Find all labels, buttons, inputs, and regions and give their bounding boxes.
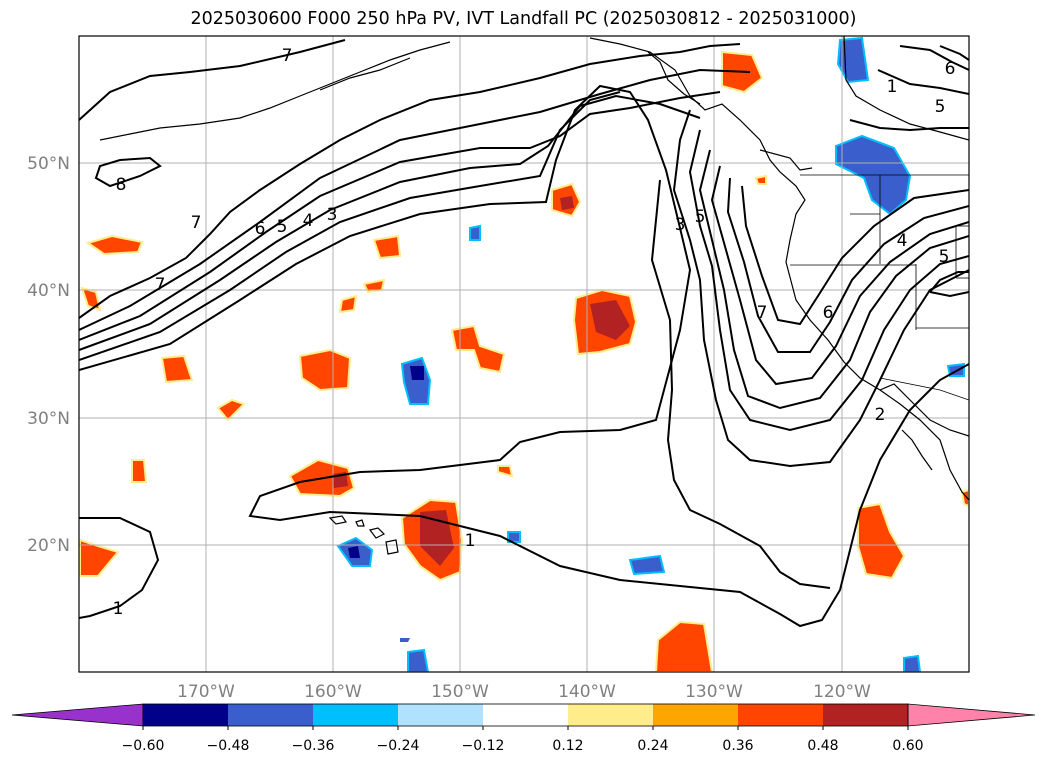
- colorbar-tick-label: −0.24: [377, 738, 420, 754]
- contour-label: 2: [875, 405, 886, 425]
- lat-tick-labels: 50°N 40°N 30°N 20°N: [27, 154, 70, 556]
- lat-tick-label: 20°N: [27, 536, 70, 556]
- colorbar-tick-label: 0.24: [637, 738, 668, 754]
- colorbar-tick-label: 0.48: [807, 738, 838, 754]
- contour-label: 6: [823, 303, 834, 323]
- contour-label: 6: [945, 59, 956, 79]
- colorbar-segment: [823, 704, 909, 726]
- plot-area: [79, 36, 969, 672]
- colorbar-segment: [653, 704, 739, 726]
- pv-shading-positive: [79, 50, 969, 672]
- colorbar-tick-label: −0.60: [122, 738, 165, 754]
- coastlines: [99, 36, 969, 555]
- lon-tick-label: 170°W: [177, 682, 235, 702]
- contour-label: 5: [935, 97, 946, 117]
- colorbar-tick-label: −0.12: [462, 738, 505, 754]
- contour-label: 4: [897, 231, 908, 251]
- colorbar-segment: [568, 704, 654, 726]
- plot-frame: [78, 35, 970, 673]
- colorbar-outline: [142, 703, 909, 727]
- contour-label: 5: [695, 207, 706, 227]
- map-title: 2025030600 F000 250 hPa PV, IVT Landfall…: [190, 9, 857, 29]
- contour-label: 7: [757, 303, 768, 323]
- contour-label: 8: [116, 175, 127, 195]
- colorbar-tick-label: −0.48: [207, 738, 250, 754]
- pv-contours: [79, 39, 969, 628]
- contour-label: 7: [191, 213, 202, 233]
- colorbar-tick-label: 0.36: [722, 738, 753, 754]
- contour-label: 7: [282, 46, 293, 66]
- contour-label: 5: [939, 247, 950, 267]
- colorbar-segment: [143, 704, 229, 726]
- contour-label: 1: [887, 77, 898, 97]
- contour-label: 1: [465, 531, 476, 551]
- colorbar: −0.60 −0.48 −0.36 −0.24 −0.12 0.12 0.24 0.36 0.4…: [11, 703, 1036, 754]
- colorbar-tick-label: 0.60: [892, 738, 923, 754]
- colorbar-extend-min: [11, 703, 144, 727]
- contour-label-group: 7 8 7 7 6 5 4 3 3 5 7 6 5 1 4 6 5 2 1 1: [113, 46, 956, 619]
- gridlines: [79, 36, 969, 672]
- colorbar-extend-max: [907, 703, 1036, 727]
- lon-tick-label: 130°W: [685, 682, 743, 702]
- contour-label: 6: [255, 219, 266, 239]
- lon-tick-labels: 170°W 160°W 150°W 140°W 130°W 120°W: [177, 682, 871, 702]
- colorbar-tick-label: 0.12: [552, 738, 583, 754]
- lat-tick-label: 30°N: [27, 409, 70, 429]
- contour-label: 5: [277, 217, 288, 237]
- lon-tick-label: 120°W: [813, 682, 871, 702]
- lon-tick-label: 160°W: [304, 682, 362, 702]
- colorbar-tick-label: −0.36: [292, 738, 335, 754]
- colorbar-segment: [313, 704, 399, 726]
- lat-tick-label: 40°N: [27, 281, 70, 301]
- contour-label: 3: [327, 205, 338, 225]
- lon-tick-label: 140°W: [558, 682, 616, 702]
- contour-label: 3: [675, 215, 686, 235]
- contour-label: 4: [303, 211, 314, 231]
- lat-tick-label: 50°N: [27, 154, 70, 174]
- political-borders: [790, 174, 969, 401]
- colorbar-segment: [483, 704, 569, 726]
- contour-label: 1: [113, 599, 124, 619]
- colorbar-segment: [398, 704, 484, 726]
- colorbar-segment: [738, 704, 824, 726]
- lon-tick-label: 150°W: [431, 682, 489, 702]
- colorbar-segment: [228, 704, 314, 726]
- contour-label: 7: [155, 275, 166, 295]
